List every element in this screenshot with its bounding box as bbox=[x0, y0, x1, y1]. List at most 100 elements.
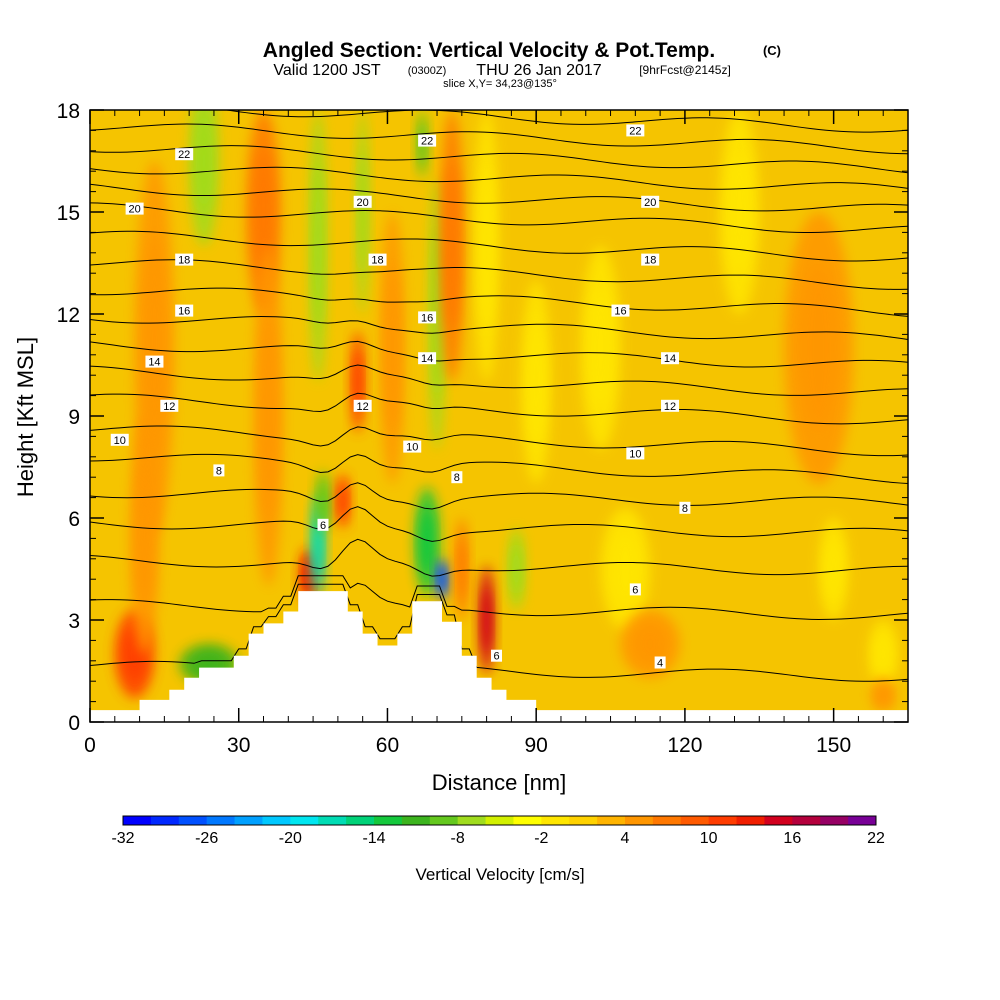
contour-label-text: 18 bbox=[371, 255, 383, 267]
isentrope-line bbox=[90, 506, 908, 542]
colorbar-swatch bbox=[541, 816, 570, 825]
contour-label-box bbox=[145, 355, 164, 368]
colorbar-tick-label: -26 bbox=[195, 830, 218, 847]
colorbar-swatch bbox=[736, 816, 765, 825]
contour-label-box bbox=[110, 433, 129, 446]
contour-label-box bbox=[654, 656, 666, 669]
contour-label: 10 bbox=[110, 433, 129, 447]
contour-label: 6 bbox=[491, 649, 503, 663]
colorbar-swatch bbox=[708, 816, 738, 825]
y-tick-label: 0 bbox=[68, 712, 80, 735]
velocity-cell-core bbox=[359, 150, 367, 274]
velocity-cell-core bbox=[511, 544, 522, 594]
contour-label-box bbox=[403, 440, 422, 453]
colorbar-swatch bbox=[150, 816, 180, 825]
x-tick-label: 30 bbox=[227, 734, 250, 757]
velocity-cell-core bbox=[253, 150, 274, 274]
contour-label-text: 18 bbox=[644, 255, 656, 267]
isentrope-line bbox=[90, 340, 908, 368]
contour-label-box bbox=[353, 195, 372, 208]
y-tick-label: 15 bbox=[57, 202, 80, 225]
contour-label-box bbox=[317, 518, 329, 531]
contour-label-box bbox=[175, 304, 194, 317]
contour-label-text: 22 bbox=[178, 149, 190, 161]
colorbar-tick-label: -2 bbox=[534, 830, 548, 847]
contour-label: 4 bbox=[654, 656, 666, 670]
contour-label: 6 bbox=[629, 583, 641, 596]
y-tick-label: 18 bbox=[57, 100, 80, 123]
x-tick-label: 120 bbox=[667, 734, 702, 757]
y-tick-label: 6 bbox=[68, 508, 80, 531]
contour-label-text: 6 bbox=[320, 520, 326, 532]
isentrope-line bbox=[90, 316, 908, 340]
contour-label: 18 bbox=[175, 253, 194, 267]
isentrope-line bbox=[90, 202, 908, 234]
colorbar-tick-label: 22 bbox=[867, 830, 885, 847]
contour-label-box bbox=[629, 583, 641, 596]
velocity-cell-core bbox=[385, 266, 400, 430]
contour-label: 18 bbox=[368, 253, 387, 267]
contour-label: 8 bbox=[679, 501, 691, 515]
isentrope-line bbox=[222, 110, 908, 133]
velocity-cell-core bbox=[313, 164, 323, 328]
contour-label-text: 14 bbox=[664, 353, 676, 365]
contour-label-box bbox=[368, 253, 387, 266]
isentrope-line bbox=[90, 287, 908, 317]
contour-label-text: 6 bbox=[493, 651, 499, 663]
x-tick-label: 90 bbox=[525, 734, 548, 757]
velocity-cell-core bbox=[420, 509, 434, 575]
y-tick-label: 3 bbox=[68, 610, 80, 633]
slice-info: slice X,Y= 34,23@135° bbox=[443, 78, 557, 90]
velocity-cell-core bbox=[633, 623, 667, 665]
velocity-cell-core bbox=[479, 164, 494, 328]
contour-label-text: 6 bbox=[632, 584, 638, 596]
y-axis-label: Height [Kft MSL] bbox=[13, 337, 38, 497]
contour-labels: 4 6 6 6 8 8 8 10 10 10 12 12 12 14 14 14 16 16 16 18 18 18 20 2… bbox=[110, 124, 691, 670]
contour-label-text: 18 bbox=[178, 255, 190, 267]
velocity-cell-core bbox=[825, 538, 842, 600]
contour-label-box bbox=[125, 202, 144, 215]
colorbar-swatch bbox=[262, 816, 291, 825]
colorbar-swatch bbox=[597, 816, 626, 825]
contour-label-box bbox=[626, 447, 645, 460]
contour-label-box bbox=[491, 649, 503, 662]
colorbar-swatch bbox=[290, 816, 319, 825]
colorbar-swatch bbox=[374, 816, 403, 825]
contour-label-text: 16 bbox=[614, 306, 626, 318]
contour-label-text: 10 bbox=[114, 435, 126, 447]
contour-label: 20 bbox=[641, 195, 660, 209]
contour-label: 18 bbox=[641, 253, 660, 267]
colorbar-swatch bbox=[792, 816, 821, 825]
isentrope-line bbox=[90, 364, 908, 396]
colorbar-frame bbox=[122, 815, 877, 826]
contour-label-box bbox=[418, 311, 437, 324]
contour-label-box bbox=[175, 148, 194, 161]
velocity-cell-core bbox=[338, 484, 347, 518]
velocity-cell-core bbox=[528, 320, 545, 444]
colorbar-tick-label: 16 bbox=[783, 830, 801, 847]
x-axis-label: Distance [nm] bbox=[432, 770, 567, 795]
contour-label-text: 14 bbox=[421, 353, 433, 365]
velocity-cell-core bbox=[438, 566, 446, 592]
colorbar-swatch bbox=[457, 816, 487, 825]
contour-label-box bbox=[160, 399, 179, 412]
contour-label: 6 bbox=[317, 518, 329, 532]
isentrope-line bbox=[90, 425, 908, 457]
contour-label: 10 bbox=[403, 440, 422, 454]
colorbar-swatch bbox=[429, 816, 459, 825]
axis-ticks: 0 30 60 90 120 150 0 3 6 9 12 15 18 bbox=[57, 100, 908, 757]
colorbar-tick-label: -32 bbox=[111, 830, 134, 847]
contour-label: 14 bbox=[145, 355, 164, 369]
isentrope-line bbox=[90, 230, 908, 262]
isentrope-line bbox=[90, 145, 908, 174]
contour-label-text: 8 bbox=[454, 472, 460, 484]
contour-label: 16 bbox=[175, 304, 194, 318]
colorbar-swatch bbox=[625, 816, 654, 825]
forecast-info: [9hrFcst@2145z] bbox=[639, 63, 731, 77]
contour-label: 16 bbox=[611, 304, 630, 318]
velocity-cell-core bbox=[876, 684, 891, 705]
colorbar-swatch bbox=[764, 816, 793, 825]
colorbar-swatch bbox=[569, 816, 598, 825]
contour-label-text: 12 bbox=[664, 401, 676, 413]
isentrope-line bbox=[90, 583, 908, 682]
